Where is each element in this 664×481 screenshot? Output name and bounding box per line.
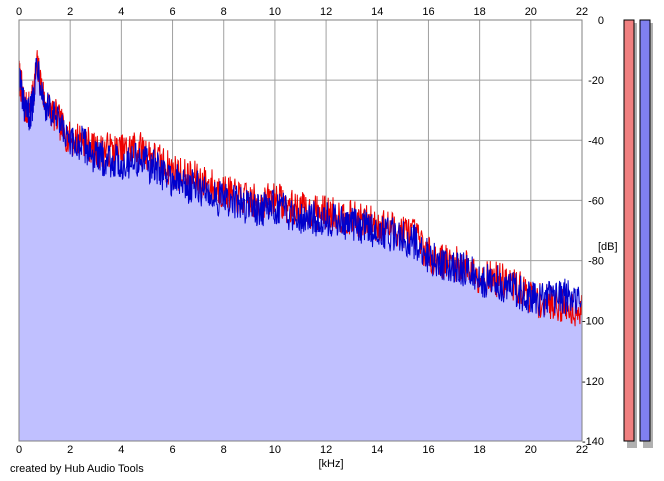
y-tick-label: -60 <box>588 195 604 207</box>
y-tick-label: -80 <box>588 256 604 268</box>
x-tick-label-top: 22 <box>576 6 588 18</box>
x-tick-label-top: 4 <box>118 6 124 18</box>
x-tick-label-bottom: 12 <box>320 444 332 456</box>
credit-text: created by Hub Audio Tools <box>10 463 144 475</box>
x-tick-label-top: 10 <box>269 6 281 18</box>
x-tick-label-bottom: 16 <box>422 444 434 456</box>
y-tick-label: -40 <box>588 135 604 147</box>
x-ticks-bottom: 0 2 4 6 8 10 12 14 16 18 20 22 <box>16 444 588 456</box>
y-axis-label: [dB] <box>598 241 618 253</box>
x-tick-label-top: 16 <box>422 6 434 18</box>
x-tick-label-top: 20 <box>525 6 537 18</box>
series-line-2 <box>18 57 583 318</box>
x-tick-label-top: 14 <box>371 6 383 18</box>
level-meter-1 <box>623 19 635 442</box>
x-tick-label-bottom: 10 <box>269 444 281 456</box>
x-tick-label-top: 8 <box>221 6 227 18</box>
x-tick-label-top: 18 <box>474 6 486 18</box>
x-tick-label-bottom: 2 <box>67 444 73 456</box>
x-ticks-top: 0 2 4 6 8 10 12 14 16 18 20 22 <box>16 6 588 18</box>
plot-frame <box>18 19 583 442</box>
y-tick-label: -100 <box>582 316 604 328</box>
x-tick-label-bottom: 18 <box>474 444 486 456</box>
y-tick-label: -120 <box>582 376 604 388</box>
y-tick-label: 0 <box>598 15 604 27</box>
x-tick-label-bottom: 22 <box>576 444 588 456</box>
y-tick-label: -140 <box>582 436 604 448</box>
x-tick-label-bottom: 6 <box>169 444 175 456</box>
x-tick-label-top: 0 <box>16 6 22 18</box>
x-tick-label-bottom: 4 <box>118 444 124 456</box>
spectrum-fill-area <box>19 58 582 441</box>
x-tick-label-bottom: 20 <box>525 444 537 456</box>
y-ticks: 0 -20 -40 -60 -80 -100 -120 -140 <box>582 15 604 448</box>
x-tick-label-top: 2 <box>67 6 73 18</box>
x-tick-label-bottom: 8 <box>221 444 227 456</box>
x-tick-label-top: 12 <box>320 6 332 18</box>
y-tick-label: -20 <box>588 75 604 87</box>
series-group <box>18 50 583 327</box>
level-meters <box>623 19 653 448</box>
x-tick-label-bottom: 0 <box>16 444 22 456</box>
x-tick-label-top: 6 <box>169 6 175 18</box>
x-tick-label-bottom: 14 <box>371 444 383 456</box>
level-meter-2 <box>639 19 651 442</box>
x-axis-label: [kHz] <box>318 458 343 470</box>
